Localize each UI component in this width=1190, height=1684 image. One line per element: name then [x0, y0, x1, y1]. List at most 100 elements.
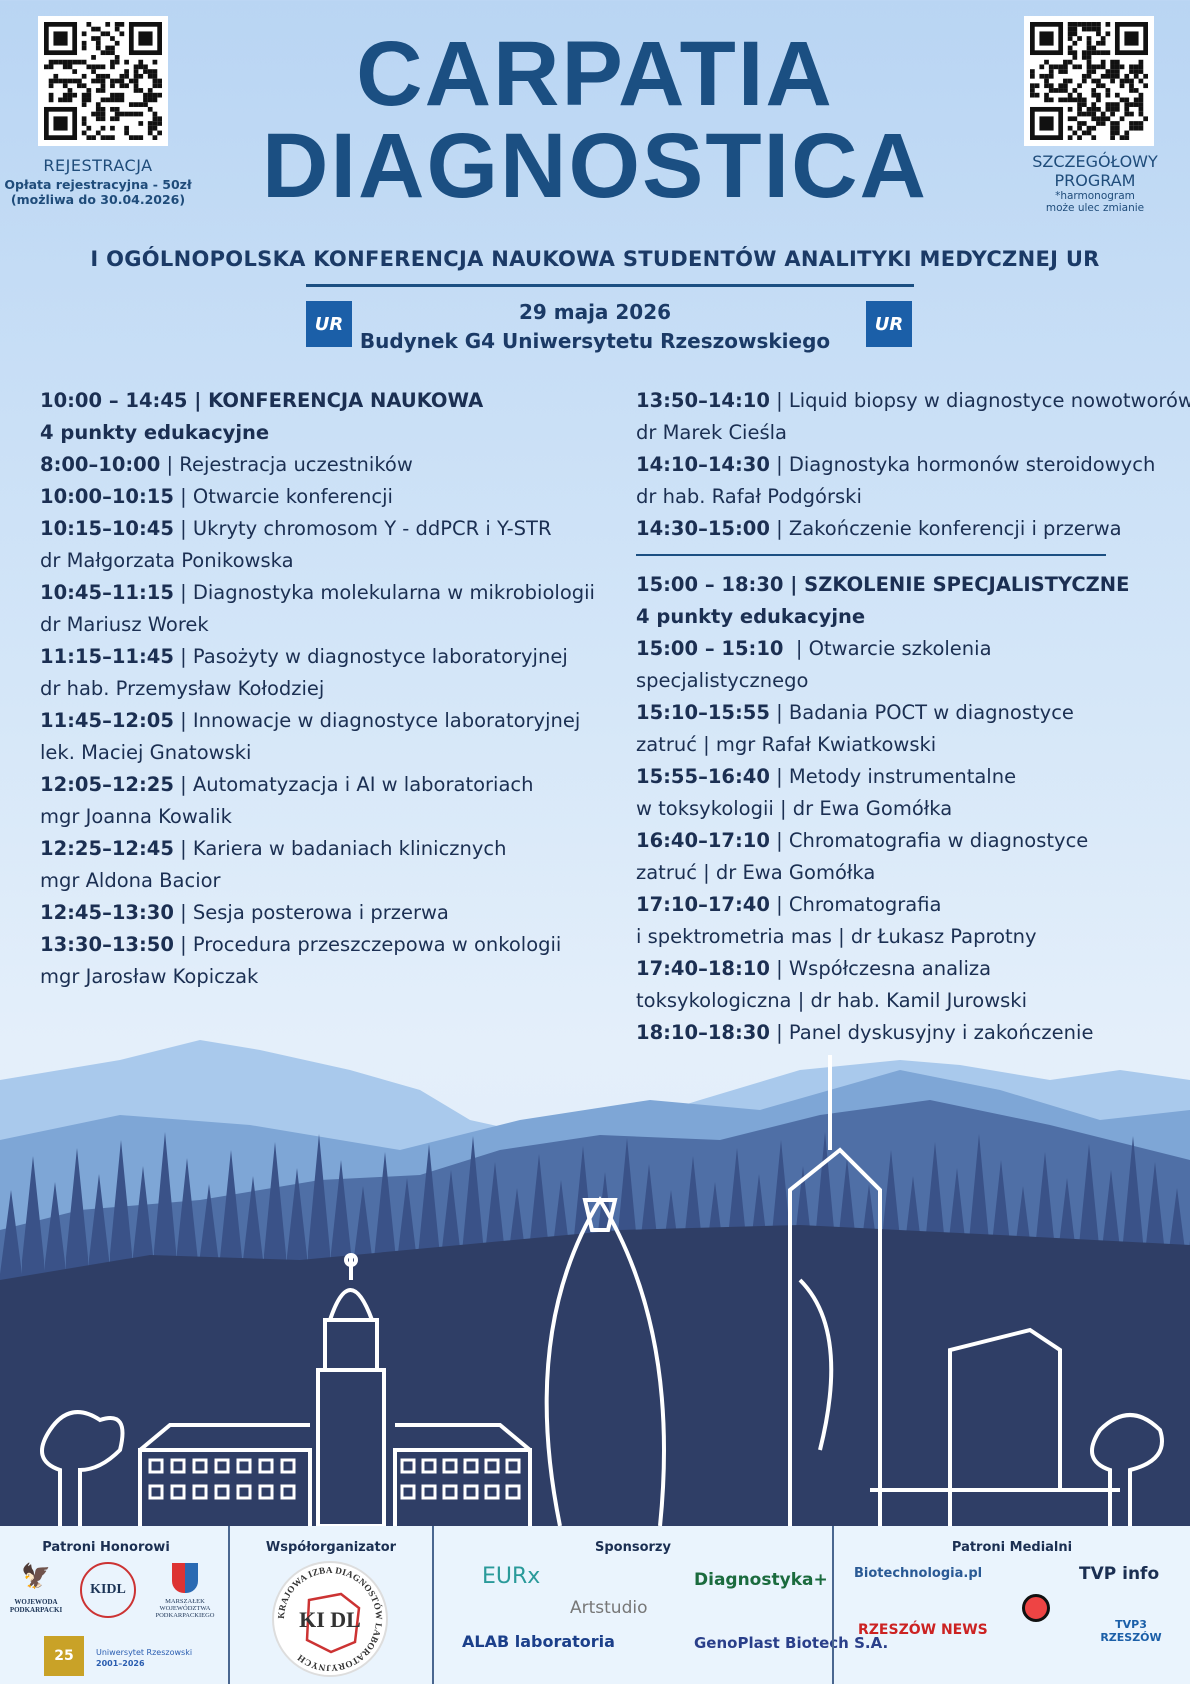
biotechnologia-logo: Biotechnologia.pl: [854, 1566, 983, 1581]
program-text: | Diagnostyka hormonów steroidowych: [769, 453, 1156, 476]
program-line: lek. Maciej Gnatowski: [40, 737, 595, 769]
program-time: 18:10–18:30: [636, 1021, 770, 1044]
ur-25-logo: 25: [44, 1636, 84, 1676]
program-line: 11:45–12:05 | Innowacje w diagnostyce la…: [40, 705, 595, 737]
program-text: | Automatyzacja i AI w laboratoriach: [173, 773, 534, 796]
header-divider: [306, 284, 914, 287]
section-divider: [636, 554, 1106, 556]
program-text: | Zakończenie konferencji i przerwa: [769, 517, 1122, 540]
program-line: specjalistycznego: [636, 665, 1106, 697]
program-time: 11:15–11:45: [40, 645, 174, 668]
program-time: 15:55–16:40: [636, 765, 770, 788]
program-time: 11:45–12:05: [40, 709, 174, 732]
program-text: mgr Aldona Bacior: [40, 869, 221, 892]
program-line: 10:00–10:15 | Otwarcie konferencji: [40, 481, 595, 513]
diagnostyka-logo: Diagnostyka+: [694, 1570, 828, 1590]
program-text: | Procedura przeszczepowa w onkologii: [173, 933, 562, 956]
program-time: 13:30–13:50: [40, 933, 174, 956]
program-text: | Otwarcie konferencji: [173, 485, 393, 508]
sponsors-title: Sponsorzy: [595, 1540, 671, 1555]
program-time: 12:25–12:45: [40, 837, 174, 860]
ur-anniversary-label: Uniwersytet Rzeszowski: [96, 1648, 193, 1657]
program-line: 17:10–17:40 | Chromatografia: [636, 889, 1106, 921]
program-line: 14:10–14:30 | Diagnostyka hormonów stero…: [636, 449, 1155, 481]
registration-fee: Opłata rejestracyjna - 50zł: [4, 177, 192, 192]
program-line: w toksykologii | dr Ewa Gomółka: [636, 793, 1106, 825]
program-text: dr Małgorzata Ponikowska: [40, 549, 294, 572]
registration-label: REJESTRACJA: [43, 156, 153, 175]
program-text: | Diagnostyka molekularna w mikrobiologi…: [173, 581, 595, 604]
program-line: 18:10–18:30 | Panel dyskusyjny i zakończ…: [636, 1017, 1106, 1049]
program-line: 15:00 – 18:30 | SZKOLENIE SPECJALISTYCZN…: [636, 569, 1129, 601]
program-text: | Badania POCT w diagnostyce: [769, 701, 1074, 724]
program-line: 12:25–12:45 | Kariera w badaniach klinic…: [40, 833, 595, 865]
program-line: 17:40–18:10 | Współczesna analiza: [636, 953, 1106, 985]
rzeszow-news-logo: RZESZÓW NEWS: [858, 1622, 988, 1638]
program-text: lek. Maciej Gnatowski: [40, 741, 252, 764]
program-line: 8:00–10:00 | Rejestracja uczestników: [40, 449, 595, 481]
program-text: dr Marek Cieśla: [636, 421, 788, 444]
honorary-patrons-title: Patroni Honorowi: [42, 1540, 170, 1555]
program-line: toksykologiczna | dr hab. Kamil Jurowski: [636, 985, 1106, 1017]
kidl-logo-small: KIDL: [80, 1562, 136, 1618]
program-line: 10:15–10:45 | Ukryty chromosom Y - ddPCR…: [40, 513, 595, 545]
wojewoda-label: WOJEWODA PODKARPACKI: [9, 1598, 63, 1614]
program-time: 17:10–17:40: [636, 893, 770, 916]
program-line: 15:10–15:55 | Badania POCT w diagnostyce: [636, 697, 1106, 729]
program-line: 12:45–13:30 | Sesja posterowa i przerwa: [40, 897, 595, 929]
eurx-logo: EURx: [482, 1564, 541, 1589]
honorary-patrons: Patroni Honorowi 🦅 WOJEWODA PODKARPACKI …: [0, 1526, 215, 1684]
program-line: mgr Aldona Bacior: [40, 865, 595, 897]
program-text: | Współczesna analiza: [769, 957, 992, 980]
program-text: | Otwarcie szkolenia: [783, 637, 992, 660]
program-text: | Panel dyskusyjny i zakończenie: [769, 1021, 1094, 1044]
program-line: 10:45–11:15 | Diagnostyka molekularna w …: [40, 577, 595, 609]
program-line: zatruć | mgr Rafał Kwiatkowski: [636, 729, 1106, 761]
registration-info: REJESTRACJA Opłata rejestracyjna - 50zł …: [0, 156, 196, 207]
program-time: 15:00 – 18:30 | SZKOLENIE SPECJALISTYCZN…: [636, 573, 1130, 596]
title-line-2: DIAGNOSTICA: [262, 115, 928, 217]
podkarpackie-coat-of-arms-icon: [172, 1563, 198, 1593]
program-line: dr Mariusz Worek: [40, 609, 595, 641]
kidl-logo: KRAJOWA IZBA DIAGNOSTÓW LABORATORYJNYCH …: [272, 1561, 388, 1677]
conference-subtitle: I OGÓLNOPOLSKA KONFERENCJA NAUKOWA STUDE…: [90, 247, 1100, 271]
registration-qr-code[interactable]: [38, 16, 168, 146]
event-venue: Budynek G4 Uniwersytetu Rzeszowskiego: [359, 329, 831, 353]
registration-deadline: (możliwa do 30.04.2026): [10, 192, 186, 207]
program-label-1: SZCZEGÓŁOWY: [1032, 152, 1158, 171]
program-text: mgr Jarosław Kopiczak: [40, 965, 259, 988]
program-qr-code[interactable]: [1024, 16, 1154, 146]
ur-logo-right: UR: [866, 301, 912, 347]
program-line: 15:55–16:40 | Metody instrumentalne: [636, 761, 1106, 793]
program-line: 10:00 – 14:45 | KONFERENCJA NAUKOWA: [40, 385, 595, 417]
program-line: 11:15–11:45 | Pasożyty w diagnostyce lab…: [40, 641, 595, 673]
program-line: mgr Joanna Kowalik: [40, 801, 595, 833]
ur-anniversary-years: 2001–2026: [96, 1659, 145, 1668]
coorganizer-title: Współorganizator: [265, 1540, 397, 1555]
program-text: zatruć | mgr Rafał Kwiatkowski: [636, 733, 937, 756]
program-note-1: *harmonogram: [1055, 190, 1135, 202]
footer-divider: [832, 1526, 834, 1684]
program-text: specjalistycznego: [636, 669, 809, 692]
alab-logo: ALAB laboratoria: [462, 1632, 615, 1651]
program-line: dr Małgorzata Ponikowska: [40, 545, 595, 577]
program-line: 13:50–14:10 | Liquid biopsy w diagnostyc…: [636, 385, 1190, 417]
program-text: | Pasożyty w diagnostyce laboratoryjnej: [173, 645, 568, 668]
program-text: | Chromatografia: [769, 893, 942, 916]
event-date: 29 maja 2026: [518, 300, 672, 324]
footer-partners: Patroni Honorowi 🦅 WOJEWODA PODKARPACKI …: [0, 1526, 1190, 1684]
program-time: 17:40–18:10: [636, 957, 770, 980]
program-line: dr hab. Przemysław Kołodziej: [40, 673, 595, 705]
program-left-column: 10:00 – 14:45 | KONFERENCJA NAUKOWA 4 pun…: [40, 385, 595, 993]
program-time: 4 punkty edukacyjne: [40, 421, 270, 444]
program-text: dr Mariusz Worek: [40, 613, 209, 636]
program-time: 12:05–12:25: [40, 773, 174, 796]
program-line: 13:30–13:50 | Procedura przeszczepowa w …: [40, 929, 595, 961]
program-text: | Rejestracja uczestników: [160, 453, 413, 476]
program-time: 14:10–14:30: [636, 453, 770, 476]
footer-divider: [228, 1526, 230, 1684]
program-text: | Sesja posterowa i przerwa: [173, 901, 449, 924]
program-time: 12:45–13:30: [40, 901, 174, 924]
program-text: | Kariera w badaniach klinicznych: [173, 837, 507, 860]
tvp3-rzeszow-logo: TVP3 RZESZÓW: [1100, 1618, 1162, 1644]
